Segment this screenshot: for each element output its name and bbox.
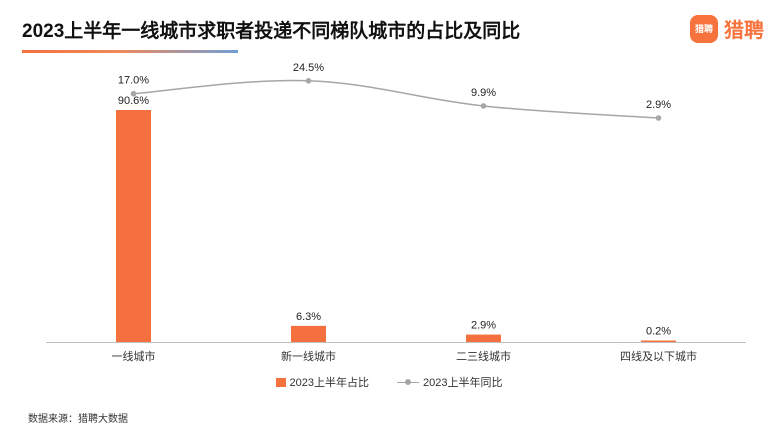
bar-3 <box>641 340 676 342</box>
yoy-label-3: 2.9% <box>646 99 671 111</box>
yoy-point-1 <box>305 78 312 84</box>
bar-1 <box>291 325 326 342</box>
chart-title: 2023上半年一线城市求职者投递不同梯队城市的占比及同比 <box>22 21 521 42</box>
bar-2 <box>466 334 501 342</box>
legend-label-yoy: 2023上半年同比 <box>423 377 503 389</box>
yoy-label-0: 17.0% <box>118 75 149 87</box>
yoy-point-0 <box>130 90 137 97</box>
logo-brand-name: 猎聘 <box>724 20 764 42</box>
yoy-label-1: 24.5% <box>293 62 324 74</box>
yoy-point-3 <box>655 115 662 121</box>
bar-label-3: 0.2% <box>646 326 671 338</box>
bar-0 <box>116 110 151 342</box>
yoy-line <box>133 79 659 119</box>
legend-line-swatch <box>397 377 419 387</box>
logo-badge-icon: 猎聘 <box>690 14 718 43</box>
yoy-point-2 <box>480 103 487 109</box>
title-underline <box>22 50 238 53</box>
category-label-2: 二三线城市 <box>456 349 511 363</box>
yoy-label-2: 9.9% <box>471 87 496 99</box>
bar-label-2: 2.9% <box>471 320 496 332</box>
legend-item-share: 2023上半年占比 <box>275 374 369 390</box>
category-label-3: 四线及以下城市 <box>620 349 697 363</box>
category-label-1: 新一线城市 <box>281 349 336 363</box>
brand-logo: 猎聘 猎聘 <box>690 14 764 43</box>
chart-legend: 2023上半年占比 2023上半年同比 <box>0 374 778 390</box>
category-label-0: 一线城市 <box>112 349 156 363</box>
legend-item-yoy: 2023上半年同比 <box>397 374 502 390</box>
legend-bar-swatch <box>275 377 286 387</box>
legend-label-share: 2023上半年占比 <box>289 377 369 389</box>
bar-label-0: 90.6% <box>118 95 149 107</box>
data-source-note: 数据来源：猎聘大数据 <box>28 414 128 425</box>
bar-label-1: 6.3% <box>296 311 321 323</box>
